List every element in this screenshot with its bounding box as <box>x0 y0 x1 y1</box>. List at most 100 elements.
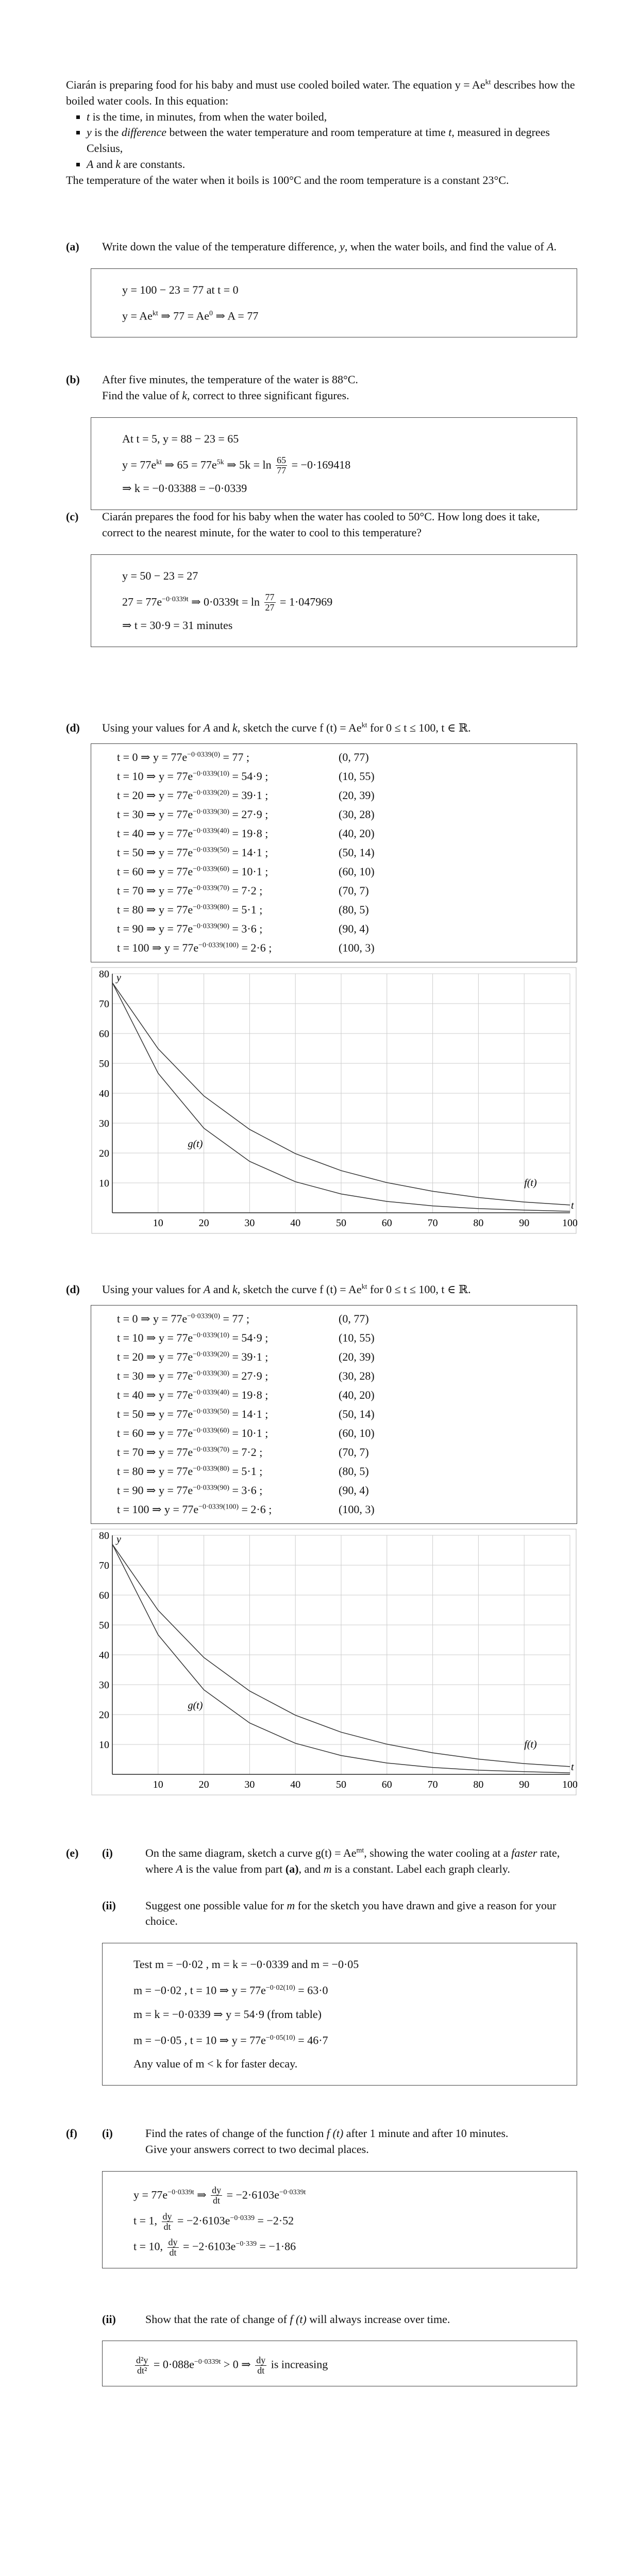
y-axis-label: y <box>115 1534 121 1545</box>
text: t = 100 ⇒ y = 77e <box>117 941 199 954</box>
fraction: 65 77 <box>276 455 288 476</box>
question: Find the rates of change of the function… <box>145 2126 573 2158</box>
part-label: (d) <box>66 1283 80 1296</box>
point: (30, 28) <box>339 807 375 821</box>
text: t = 0 ⇒ y = 77e <box>117 1312 188 1325</box>
denominator: dt <box>213 2195 221 2206</box>
numerator: dy <box>211 2185 223 2196</box>
text: t = 40 ⇒ y = 77e <box>117 826 193 840</box>
answer-line: m = k = −0·0339 ⇒ y = 54·9 (from table) <box>133 2003 546 2026</box>
superscript: mt <box>356 1846 364 1855</box>
text: will always increase over time. <box>306 2312 450 2326</box>
superscript: kt <box>156 458 162 466</box>
superscript: −0·0339t <box>162 595 189 603</box>
answer-line: t = 10, dy dt = −2·6103e−0·339 = −1·86 <box>133 2232 546 2258</box>
answer-line: t = 1, dy dt = −2·6103e−0·0339 = −2·52 <box>133 2207 546 2232</box>
question-part: (f) (i) Find the rates of change of the fu… <box>0 2126 639 2386</box>
x-tick-label: 50 <box>336 1779 346 1790</box>
text: On the same diagram, sketch a curve g(t)… <box>145 1846 357 1859</box>
y-tick-label: 60 <box>99 1028 109 1040</box>
answer-line: y = 50 − 23 = 27 <box>122 564 546 588</box>
table-row: t = 40 ⇒ y = 77e−0·0339(40) = 19·8 ; (40,… <box>117 1386 551 1405</box>
table-row: t = 20 ⇒ y = 77e−0·0339(20) = 39·1 ; (20,… <box>117 1348 551 1367</box>
text: At t = 5, y = 88 − 23 = 65 <box>122 432 239 445</box>
superscript: −0·0339t <box>167 2188 194 2196</box>
sub-part: (ii) Show that the rate of change of f (t… <box>0 2312 639 2386</box>
italic-text: k <box>232 1283 238 1296</box>
denominator: dt <box>257 2365 265 2376</box>
y-tick-label: 40 <box>99 1650 109 1661</box>
question: After five minutes, the temperature of t… <box>102 372 571 404</box>
text: After five minutes, the temperature of t… <box>102 373 358 386</box>
part-label: (e) <box>66 1846 79 1859</box>
italic-text: t <box>448 126 452 139</box>
italic-text: k <box>182 388 187 402</box>
superscript: kt <box>152 309 158 317</box>
denominator: dt² <box>137 2365 147 2376</box>
table-row: t = 10 ⇒ y = 77e−0·0339(10) = 54·9 ; (10,… <box>117 767 551 786</box>
x-tick-label: 90 <box>519 1217 529 1229</box>
answer-line: ⇒ k = −0·03388 = −0·0339 <box>122 477 546 500</box>
table-row: t = 0 ⇒ y = 77e−0·0339(0) = 77 ; (0, 77) <box>117 748 551 767</box>
text: y = 77e <box>122 457 157 471</box>
text: Write down the value of the temperature … <box>102 240 340 253</box>
question: Write down the value of the temperature … <box>102 239 571 255</box>
point: (60, 10) <box>339 1426 375 1439</box>
curve-g <box>112 1544 570 1773</box>
intro: Ciarán is preparing food for his baby an… <box>66 77 576 189</box>
text: m = k = −0·0339 ⇒ y = 54·9 (from table) <box>133 2007 322 2021</box>
superscript: −0·0339(50) <box>193 1408 230 1416</box>
text: = 77 ; <box>220 1312 250 1325</box>
x-tick-label: 100 <box>562 1217 577 1229</box>
y-tick-label: 50 <box>99 1058 109 1070</box>
answer-line: d²y dt² = 0·088e−0·0339t > 0 ⇒ dy dt is in… <box>133 2350 546 2376</box>
text: , measured in degrees Celsius, <box>87 126 550 155</box>
answer-box: y = 77e−0·0339t ⇒ dy dt = −2·6103e−0·0339… <box>102 2171 577 2268</box>
question: Show that the rate of change of f (t) wi… <box>145 2312 573 2328</box>
calculation: t = 30 ⇒ y = 77e−0·0339(30) = 27·9 ; <box>117 1368 339 1384</box>
italic-text: f (t) <box>290 2312 307 2326</box>
curve-f <box>112 1544 570 1767</box>
text: t = 30 ⇒ y = 77e <box>117 807 193 821</box>
y-tick-label: 20 <box>99 1709 109 1721</box>
calculation: t = 0 ⇒ y = 77e−0·0339(0) = 77 ; <box>117 1311 339 1327</box>
text: t = 40 ⇒ y = 77e <box>117 1388 193 1401</box>
answer-line: y = 77e−0·0339t ⇒ dy dt = −2·6103e−0·0339… <box>133 2181 546 2207</box>
graph: 10 20 30 40 50 60 70 80 90 100 10 20 30 40 50 60 70 80 t y f… <box>91 967 577 1234</box>
denominator: 77 <box>277 465 287 476</box>
text: Ciarán is preparing food for his baby an… <box>66 78 485 91</box>
question-line: Find the rates of change of the function… <box>145 2126 573 2142</box>
question-line: Using your values for A and k, sketch th… <box>102 720 571 736</box>
superscript: −0·0339(80) <box>193 1465 230 1473</box>
point: (70, 7) <box>339 1445 369 1459</box>
table-row: t = 70 ⇒ y = 77e−0·0339(70) = 7·2 ; (70, … <box>117 882 551 901</box>
text: is the value from part <box>182 1862 285 1875</box>
point: (50, 14) <box>339 845 375 859</box>
point: (50, 14) <box>339 1407 375 1420</box>
text: y = 77e <box>133 2188 168 2201</box>
text: = −2·52 <box>255 2214 294 2227</box>
italic-text: difference <box>121 126 166 139</box>
table-row: t = 90 ⇒ y = 77e−0·0339(90) = 3·6 ; (90, … <box>117 1481 551 1500</box>
text: after 1 minute and after 10 minutes. <box>343 2127 509 2140</box>
superscript: −0·0339(0) <box>187 1312 221 1320</box>
text: = 14·1 ; <box>229 845 268 859</box>
superscript: −0·0339(90) <box>193 922 230 930</box>
text: t = 60 ⇒ y = 77e <box>117 865 193 878</box>
point: (40, 20) <box>339 826 375 840</box>
curve-label: g(t) <box>188 1700 203 1711</box>
calculation: t = 50 ⇒ y = 77e−0·0339(50) = 14·1 ; <box>117 845 339 861</box>
text: t = 80 ⇒ y = 77e <box>117 903 193 916</box>
x-tick-label: 80 <box>473 1217 483 1229</box>
text: is the <box>91 126 122 139</box>
text: t = 20 ⇒ y = 77e <box>117 1350 193 1363</box>
answer-table: t = 0 ⇒ y = 77e−0·0339(0) = 77 ; (0, 77) t… <box>91 1304 577 1524</box>
question-part: (d) Using your values for A and k, sketch… <box>0 720 639 1234</box>
text: = 19·8 ; <box>229 826 268 840</box>
italic-text: k <box>232 721 238 734</box>
question-line: After five minutes, the temperature of t… <box>102 372 571 388</box>
table-row: t = 50 ⇒ y = 77e−0·0339(50) = 14·1 ; (50,… <box>117 1405 551 1424</box>
text: y = Ae <box>122 309 153 323</box>
italic-text: A <box>87 157 94 171</box>
